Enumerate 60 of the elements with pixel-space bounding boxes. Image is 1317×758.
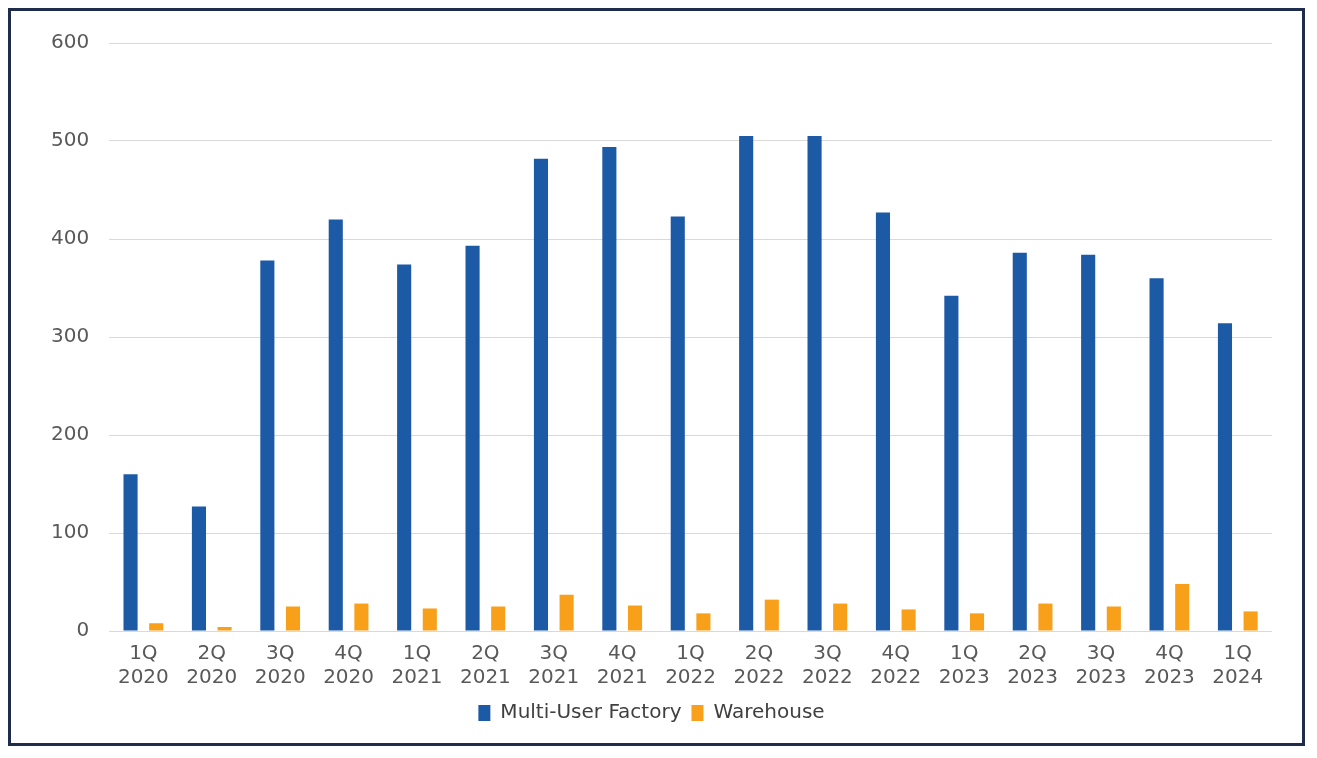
bar — [1149, 278, 1164, 631]
y-tick-label: 0 — [76, 617, 90, 642]
bar — [696, 613, 711, 631]
x-tick-label: 1Q 2020 — [117, 640, 169, 689]
x-tick-label: 1Q 2022 — [665, 640, 717, 689]
x-tick-label: 4Q 2023 — [1143, 640, 1195, 689]
legend-label: Warehouse — [713, 699, 825, 724]
x-tick-label: 2Q 2022 — [733, 640, 785, 689]
bar — [1106, 606, 1121, 631]
bar — [465, 245, 480, 631]
bar — [260, 260, 275, 631]
bar — [397, 264, 412, 631]
bar — [1081, 254, 1096, 631]
y-tick-label: 200 — [50, 421, 90, 446]
x-tick-label: 3Q 2021 — [528, 640, 580, 689]
y-tick-label: 500 — [50, 127, 90, 152]
bar — [1217, 323, 1233, 631]
bar — [1038, 603, 1053, 631]
legend-label: Multi-User Factory — [500, 699, 682, 724]
y-tick-label: 600 — [50, 29, 90, 54]
bar — [1175, 583, 1190, 631]
bar — [354, 603, 369, 631]
bar — [559, 594, 574, 631]
bar — [969, 613, 985, 631]
x-tick-label: 4Q 2021 — [596, 640, 648, 689]
y-tick-label: 300 — [50, 323, 90, 348]
bar — [1012, 252, 1027, 631]
bar — [1243, 611, 1258, 631]
y-tick-label: 400 — [50, 225, 90, 250]
bar — [875, 212, 891, 631]
bar — [285, 606, 301, 631]
bar — [328, 219, 343, 631]
bar — [833, 603, 848, 631]
x-tick-label: 2Q 2020 — [186, 640, 238, 689]
bar — [901, 609, 916, 631]
bar — [533, 158, 549, 631]
bar — [217, 627, 232, 631]
bar — [807, 136, 822, 631]
x-tick-label: 1Q 2023 — [938, 640, 990, 689]
x-tick-label: 3Q 2020 — [254, 640, 306, 689]
bar — [670, 216, 685, 631]
bar — [944, 295, 959, 631]
bar — [602, 146, 617, 631]
bar — [191, 506, 207, 631]
x-tick-label: 2Q 2023 — [1007, 640, 1059, 689]
bar — [422, 608, 437, 631]
x-tick-label: 1Q 2024 — [1212, 640, 1264, 689]
bar — [627, 605, 643, 631]
x-tick-label: 1Q 2021 — [391, 640, 443, 689]
bar — [149, 623, 164, 631]
x-tick-label: 4Q 2022 — [870, 640, 922, 689]
x-tick-label: 4Q 2020 — [323, 640, 375, 689]
bar — [491, 606, 506, 631]
bar — [123, 474, 138, 631]
y-tick-label: 100 — [50, 519, 90, 544]
x-tick-label: 3Q 2022 — [801, 640, 853, 689]
x-tick-label: 3Q 2023 — [1075, 640, 1127, 689]
x-tick-label: 2Q 2021 — [459, 640, 511, 689]
bar — [739, 136, 754, 631]
bar — [764, 599, 779, 631]
